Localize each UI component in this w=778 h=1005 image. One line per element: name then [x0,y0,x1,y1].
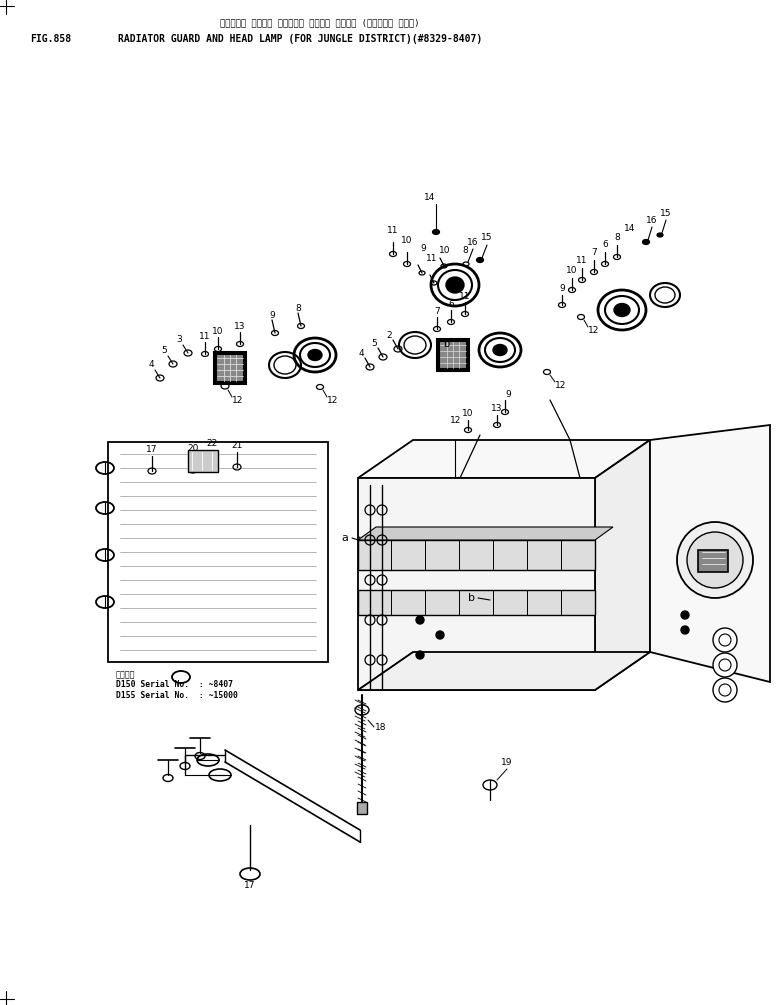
Text: 19: 19 [501,758,513,767]
Polygon shape [358,478,595,690]
Text: 12: 12 [232,396,244,404]
Circle shape [719,634,731,646]
Text: a: a [341,533,348,543]
Text: 9: 9 [420,243,426,252]
Circle shape [713,678,737,702]
Text: 21: 21 [231,440,243,449]
Text: 14: 14 [424,193,436,201]
Circle shape [719,684,731,696]
Circle shape [713,628,737,652]
Text: 11: 11 [199,332,211,341]
Text: 10: 10 [440,245,450,254]
Circle shape [416,651,424,659]
Polygon shape [358,527,613,540]
Text: 13: 13 [234,322,246,331]
Text: 11: 11 [387,225,399,234]
Text: 18: 18 [375,723,387,732]
Text: 12: 12 [555,381,566,390]
Polygon shape [358,440,650,478]
Ellipse shape [433,229,440,234]
Text: 10: 10 [566,265,578,274]
Circle shape [681,626,689,634]
Text: 4: 4 [148,360,154,369]
Text: 5: 5 [371,339,377,348]
Polygon shape [595,440,650,690]
Text: 3: 3 [176,335,182,344]
Text: 9: 9 [269,311,275,320]
Text: 11: 11 [576,255,587,264]
Text: 11: 11 [426,253,438,262]
Text: 4: 4 [358,349,364,358]
Text: 10: 10 [462,408,474,417]
Polygon shape [216,354,244,382]
Text: 10: 10 [212,327,224,336]
Text: 12: 12 [327,396,338,404]
Text: 15: 15 [482,232,492,241]
Text: 9: 9 [559,283,565,292]
Text: 20: 20 [187,443,198,452]
Circle shape [713,653,737,677]
Polygon shape [358,540,595,570]
Bar [698,550,728,572]
Text: 17: 17 [244,880,256,889]
Ellipse shape [308,350,322,361]
Text: 17: 17 [146,444,158,453]
Ellipse shape [476,257,483,262]
Circle shape [436,631,444,639]
Text: RADIATOR GUARD AND HEAD LAMP (FOR JUNGLE DISTRICT)(#8329-8407): RADIATOR GUARD AND HEAD LAMP (FOR JUNGLE… [118,34,482,44]
Text: 7: 7 [591,247,597,256]
Text: 2: 2 [386,331,392,340]
Circle shape [416,616,424,624]
Text: 7: 7 [434,307,440,316]
Ellipse shape [493,345,507,356]
Text: 6: 6 [448,299,454,309]
Text: 16: 16 [647,215,657,224]
Text: 16: 16 [468,237,478,246]
Text: 13: 13 [491,403,503,412]
Text: b: b [468,593,475,603]
Polygon shape [439,341,467,369]
Text: 12: 12 [450,415,461,424]
Circle shape [681,611,689,619]
Polygon shape [188,450,218,472]
Ellipse shape [614,304,630,317]
Text: FIG.858: FIG.858 [30,34,71,44]
Ellipse shape [657,233,663,237]
Text: 8: 8 [614,232,620,241]
Circle shape [677,522,753,598]
Polygon shape [358,652,650,690]
Text: 8: 8 [462,245,468,254]
Bar [357,802,367,814]
Text: 適用機種
D150 Serial No.  : ~8407
D155 Serial No.  : ~15000: 適用機種 D150 Serial No. : ~8407 D155 Serial… [116,670,238,699]
Text: 14: 14 [624,223,636,232]
Text: 12: 12 [588,326,599,335]
Text: 11: 11 [459,291,471,300]
Text: 5: 5 [161,346,166,355]
Text: b: b [443,339,449,349]
Text: 10: 10 [401,235,413,244]
Ellipse shape [446,277,464,293]
Bar [108,442,328,662]
Text: 8: 8 [295,304,301,313]
Text: ラジエータ ガード・ オービテ・ ヘッド・ ランプ・ (ジャングル ショウ): ラジエータ ガード・ オービテ・ ヘッド・ ランプ・ (ジャングル ショウ) [220,18,419,27]
Circle shape [687,532,743,588]
Polygon shape [650,425,770,682]
Text: 22: 22 [206,438,218,447]
Text: 6: 6 [602,239,608,248]
Text: 15: 15 [661,208,671,217]
Polygon shape [358,590,595,615]
Text: 9: 9 [505,390,511,399]
Circle shape [719,659,731,671]
Ellipse shape [643,239,650,244]
